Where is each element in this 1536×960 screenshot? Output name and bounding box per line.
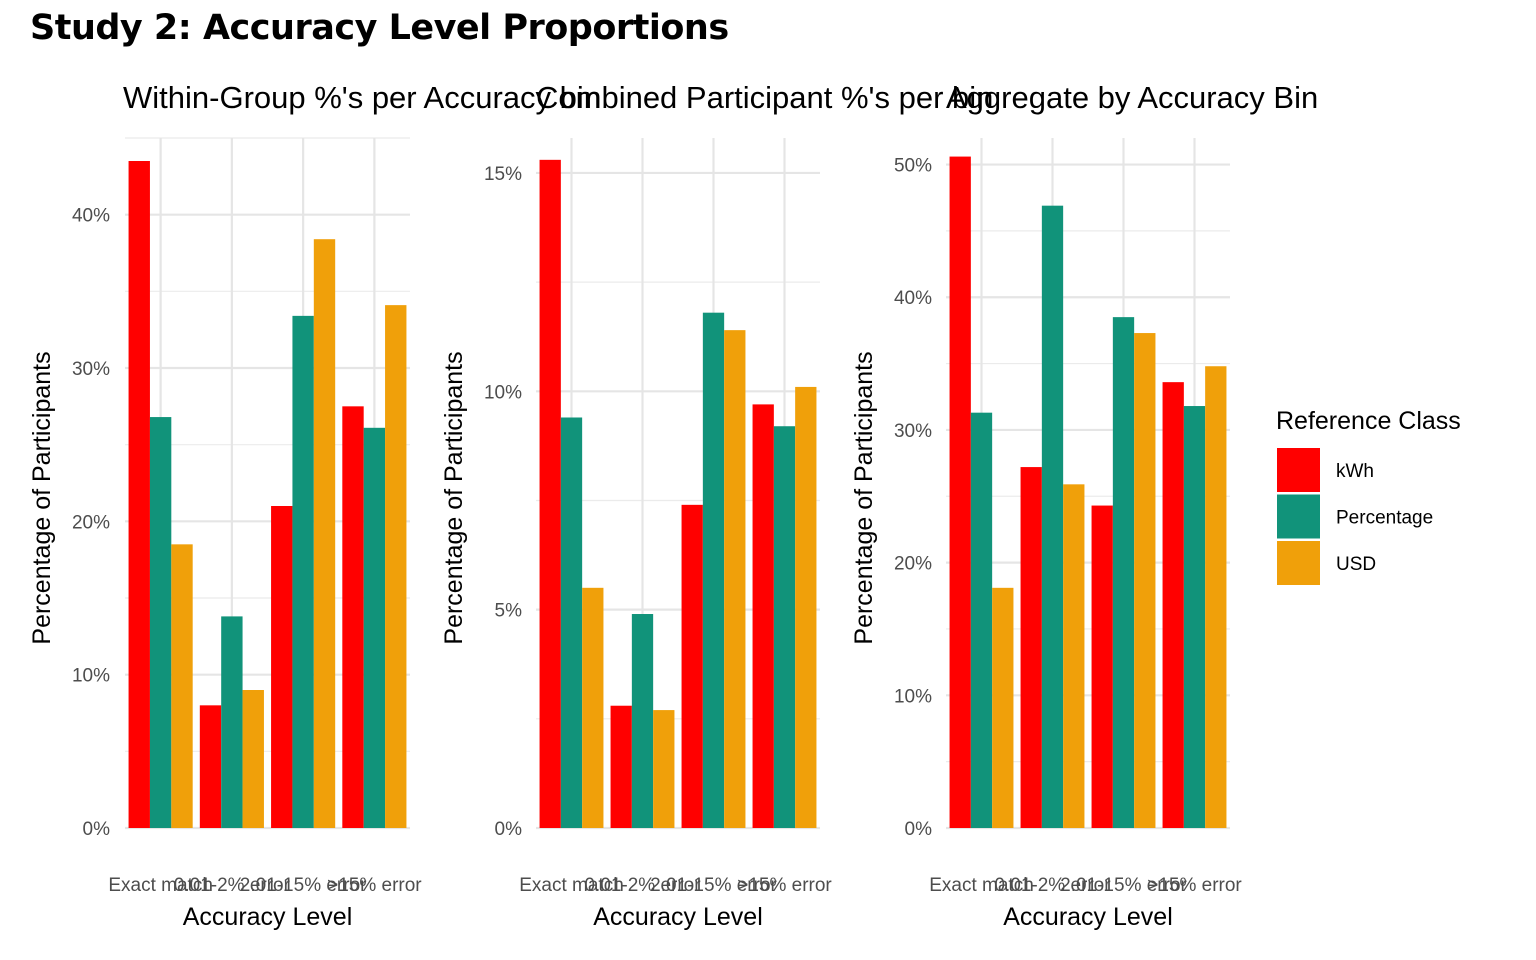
y-tick-label: 50% <box>894 156 932 177</box>
bar-usd-1 <box>992 587 1014 828</box>
bar-percentage-2 <box>1041 205 1064 828</box>
bar-kwh-3 <box>681 504 703 828</box>
bar-percentage-3 <box>702 312 725 828</box>
bar-percentage-3 <box>1112 317 1135 828</box>
x-tick-label: 0.01-2% error <box>174 875 291 896</box>
legend-swatch-kwh <box>1277 448 1320 492</box>
y-tick-label: 40% <box>72 206 110 227</box>
bar-usd-3 <box>724 330 746 828</box>
legend-label-kwh: kWh <box>1336 461 1374 482</box>
bar-usd-2 <box>242 690 264 828</box>
x-tick-label: Exact match <box>108 875 213 896</box>
bar-usd-4 <box>1205 366 1227 828</box>
y-tick-label: 10% <box>894 686 932 707</box>
bar-percentage-1 <box>149 417 172 828</box>
x-axis-title: Accuracy Level <box>183 903 353 931</box>
figure-title: Study 2: Accuracy Level Proportions <box>30 8 729 48</box>
bar-kwh-1 <box>128 161 150 828</box>
panel-title: Aggregate by Accuracy Bin <box>946 80 1318 115</box>
bar-kwh-4 <box>1162 382 1184 828</box>
panel-title: Combined Participant %'s per bin <box>536 80 993 115</box>
bar-usd-4 <box>795 386 817 828</box>
x-axis-title: Accuracy Level <box>1003 903 1173 931</box>
bar-percentage-4 <box>363 427 386 828</box>
x-axis-title: Accuracy Level <box>593 903 763 931</box>
bar-kwh-3 <box>271 506 293 828</box>
y-tick-label: 40% <box>894 288 932 309</box>
legend-title: Reference Class <box>1276 407 1461 435</box>
bar-percentage-1 <box>560 417 583 828</box>
x-tick-label: 2.01-15% error <box>650 875 777 896</box>
y-tick-label: 30% <box>894 421 932 442</box>
y-tick-label: 20% <box>72 512 110 533</box>
bar-percentage-4 <box>773 426 796 828</box>
bar-usd-2 <box>1063 484 1085 828</box>
bar-usd-3 <box>1134 333 1156 828</box>
y-tick-label: 10% <box>484 382 522 403</box>
bar-kwh-3 <box>1091 505 1113 828</box>
x-tick-label: 0.01-2% error <box>994 875 1111 896</box>
y-tick-label: 5% <box>495 601 523 622</box>
y-tick-label: 0% <box>83 819 111 840</box>
bar-usd-4 <box>385 305 407 829</box>
y-axis-title: Percentage of Participants <box>440 351 468 644</box>
bar-usd-3 <box>313 239 336 828</box>
y-tick-label: 0% <box>495 819 523 840</box>
x-tick-label: >15% error <box>737 875 832 896</box>
x-tick-label: Exact match <box>519 875 624 896</box>
x-tick-label: >15% error <box>1147 875 1242 896</box>
x-tick-label: >15% error <box>327 875 422 896</box>
y-axis-title: Percentage of Participants <box>28 351 56 644</box>
bar-percentage-1 <box>970 412 993 828</box>
bar-usd-1 <box>582 587 604 828</box>
y-tick-label: 0% <box>905 819 933 840</box>
bar-kwh-1 <box>949 156 971 829</box>
bar-kwh-2 <box>199 705 222 828</box>
legend: Reference Class kWh Percentage USD <box>1276 407 1461 585</box>
legend-swatch-usd <box>1277 541 1320 585</box>
x-tick-label: 2.01-15% error <box>1060 875 1187 896</box>
x-tick-label: 2.01-15% error <box>240 875 367 896</box>
bar-percentage-2 <box>631 614 654 828</box>
y-tick-label: 15% <box>484 164 522 185</box>
bar-kwh-4 <box>752 404 774 828</box>
y-tick-label: 10% <box>72 666 110 687</box>
bar-kwh-4 <box>342 406 364 828</box>
x-tick-label: 0.01-2% error <box>584 875 701 896</box>
panel-title: Within-Group %'s per Accuracy bin <box>123 80 601 115</box>
bar-kwh-1 <box>539 159 561 828</box>
bar-percentage-4 <box>1183 406 1206 828</box>
y-axis-title: Percentage of Participants <box>850 351 878 644</box>
bar-percentage-3 <box>292 315 314 828</box>
bar-usd-2 <box>653 710 675 828</box>
legend-label-percentage: Percentage <box>1336 508 1433 529</box>
bar-percentage-2 <box>221 616 243 828</box>
legend-label-usd: USD <box>1336 554 1376 575</box>
bar-kwh-2 <box>1020 467 1042 828</box>
y-tick-label: 30% <box>72 359 110 380</box>
legend-swatch-percentage <box>1277 494 1320 539</box>
bar-usd-1 <box>171 544 193 828</box>
y-tick-label: 20% <box>894 554 932 575</box>
bar-kwh-2 <box>610 705 632 828</box>
x-tick-label: Exact match <box>929 875 1034 896</box>
